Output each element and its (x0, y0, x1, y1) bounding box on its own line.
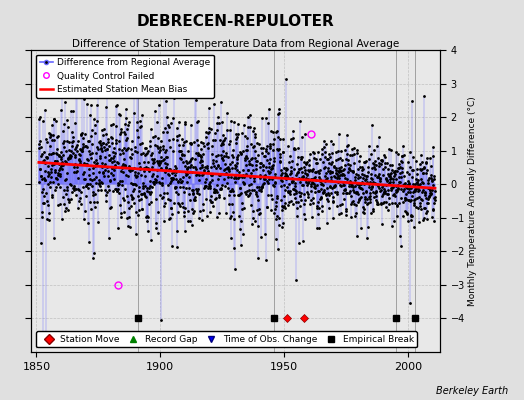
Y-axis label: Monthly Temperature Anomaly Difference (°C): Monthly Temperature Anomaly Difference (… (468, 96, 477, 306)
Legend: Station Move, Record Gap, Time of Obs. Change, Empirical Break: Station Move, Record Gap, Time of Obs. C… (36, 331, 417, 348)
Title: Difference of Station Temperature Data from Regional Average: Difference of Station Temperature Data f… (72, 39, 399, 49)
Text: Berkeley Earth: Berkeley Earth (436, 386, 508, 396)
Text: DEBRECEN-REPULOTER: DEBRECEN-REPULOTER (137, 14, 335, 29)
